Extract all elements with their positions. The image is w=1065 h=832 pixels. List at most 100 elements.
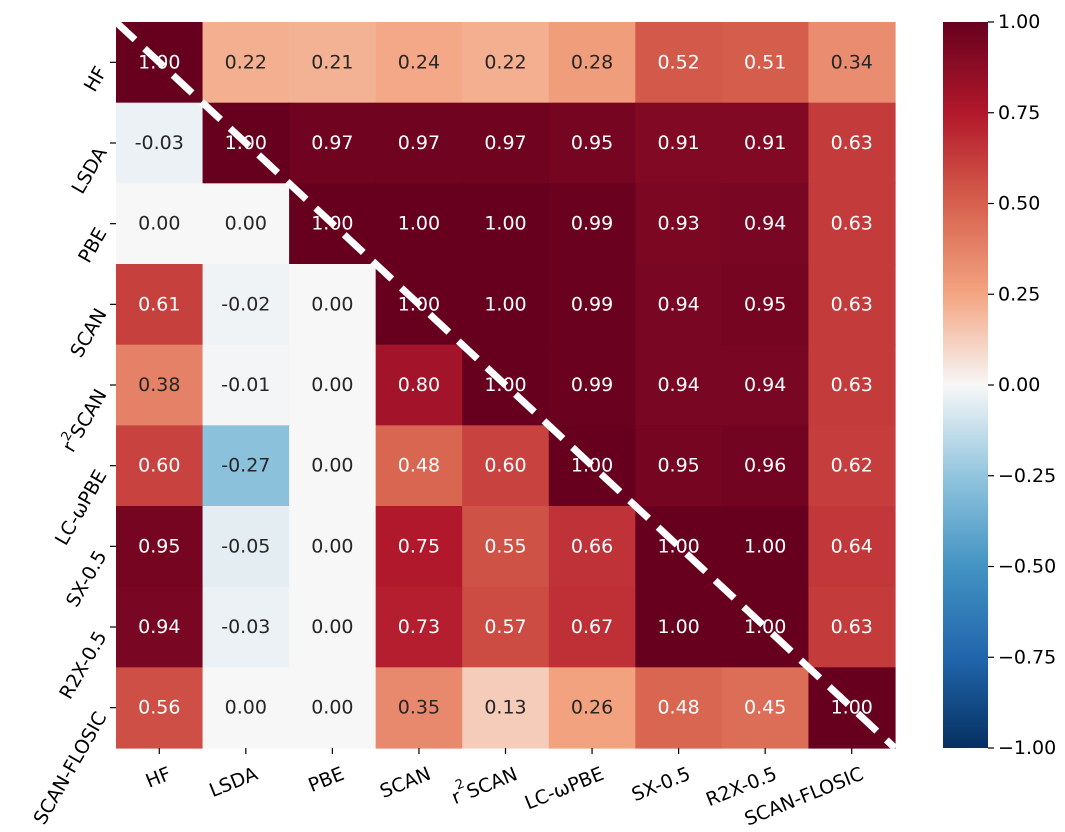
heatmap-cell <box>635 425 723 507</box>
cell-value-label: 0.99 <box>571 213 613 235</box>
heatmap-cell <box>635 22 723 104</box>
heatmap-cell <box>635 102 723 184</box>
cell-value-label: 0.97 <box>398 132 440 154</box>
cell-value-label: 0.67 <box>571 616 613 638</box>
y-tick-label: R2X-0.5 <box>55 628 111 703</box>
heatmap-cell <box>635 667 723 749</box>
cell-value-label: -0.01 <box>221 374 270 396</box>
cell-value-label: 1.00 <box>398 213 440 235</box>
heatmap-cell <box>202 667 290 749</box>
heatmap-cell <box>635 264 723 346</box>
heatmap-cell <box>116 344 204 426</box>
cell-value-label: 0.63 <box>831 293 873 315</box>
y-tick-label: SCAN <box>66 305 111 362</box>
heatmap-cell <box>116 264 204 346</box>
heatmap-cell <box>808 667 896 749</box>
heatmap-cell <box>116 506 204 588</box>
heatmap-cell <box>721 264 810 346</box>
cell-value-label: 0.60 <box>484 455 526 477</box>
x-tick-label: SX-0.5 <box>629 763 694 806</box>
cell-value-label: 0.34 <box>831 51 873 73</box>
x-tick-label: HF <box>143 763 175 793</box>
heatmap-cell <box>202 586 290 668</box>
heatmap-cell <box>116 425 204 507</box>
heatmap-cell <box>375 586 463 668</box>
heatmap-cells <box>116 22 896 749</box>
heatmap-cell <box>548 667 636 749</box>
colorbar-gradient <box>943 22 988 748</box>
heatmap-cell <box>462 425 550 507</box>
heatmap-cell <box>548 344 636 426</box>
heatmap-cell <box>375 102 463 184</box>
heatmap-cell <box>289 425 377 507</box>
y-tick-label: PBE <box>74 224 111 267</box>
cell-value-label: 1.00 <box>657 616 699 638</box>
cell-value-label: 0.00 <box>225 697 267 719</box>
cell-value-label: 0.95 <box>571 132 613 154</box>
cell-value-label: 0.61 <box>138 293 180 315</box>
heatmap-cell <box>289 586 377 668</box>
heatmap-cell <box>462 264 550 346</box>
heatmap-cell <box>808 102 896 184</box>
heatmap-cell <box>375 22 463 104</box>
heatmap-cell <box>721 102 810 184</box>
colorbar-tick-label: 0.25 <box>998 283 1040 305</box>
cell-value-label: 0.94 <box>744 213 786 235</box>
cell-value-label: 0.91 <box>657 132 699 154</box>
cell-value-label: 0.97 <box>311 132 353 154</box>
y-tick-label: LC-ωPBE <box>51 466 112 549</box>
cell-value-label: 0.24 <box>398 51 440 73</box>
heatmap-cell <box>635 183 723 265</box>
y-tick-label: SX-0.5 <box>62 547 112 611</box>
y-tick-label: r2SCAN <box>54 383 111 456</box>
heatmap-cell <box>462 586 550 668</box>
colorbar-tick-label: 0.75 <box>998 102 1040 124</box>
heatmap-cell <box>289 344 377 426</box>
heatmap-cell <box>202 264 290 346</box>
colorbar-tick-label: 0.00 <box>998 374 1040 396</box>
cell-value-label: 0.22 <box>484 51 526 73</box>
cell-value-label: 0.00 <box>311 293 353 315</box>
colorbar-tick-label: −1.00 <box>998 737 1056 759</box>
cell-value-label: 0.00 <box>225 213 267 235</box>
heatmap-cell <box>289 667 377 749</box>
cell-value-label: 0.13 <box>484 697 526 719</box>
heatmap-cell <box>721 344 810 426</box>
cell-value-label: 0.64 <box>831 535 873 557</box>
x-tick-label: PBE <box>305 763 347 797</box>
cell-value-label: 0.91 <box>744 132 786 154</box>
heatmap-cell <box>635 344 723 426</box>
diagonal-dashed-line <box>113 19 898 751</box>
cell-value-labels: 1.00 0.22 0.21 0.24 0.22 0.28 0.52 0.51 0.34 -0.0… <box>135 51 873 718</box>
heatmap-cell <box>808 344 896 426</box>
heatmap-cell <box>548 102 636 184</box>
heatmap-cell <box>202 344 290 426</box>
cell-value-label: -0.27 <box>221 455 270 477</box>
heatmap-cell <box>635 586 723 668</box>
cell-value-label: 0.35 <box>398 697 440 719</box>
heatmap-cell <box>808 22 896 104</box>
heatmap-cell <box>721 183 810 265</box>
colorbar: 1.00 0.75 0.50 0.25 0.00 −0.25 −0.50 −0.75 −1.00 <box>943 11 1056 759</box>
heatmap-cell <box>808 183 896 265</box>
cell-value-label: 0.62 <box>831 455 873 477</box>
cell-value-label: -0.03 <box>135 132 184 154</box>
heatmap-cell <box>721 506 810 588</box>
heatmap-cell <box>375 425 463 507</box>
cell-value-label: 1.00 <box>744 535 786 557</box>
cell-value-label: 0.63 <box>831 213 873 235</box>
cell-value-label: 0.21 <box>311 51 353 73</box>
cell-value-label: -0.05 <box>221 535 270 557</box>
y-tick-label: LSDA <box>67 144 111 198</box>
cell-value-label: 0.99 <box>571 293 613 315</box>
cell-value-label: 0.94 <box>657 293 699 315</box>
heatmap-cell <box>635 506 723 588</box>
heatmap-cell <box>548 506 636 588</box>
heatmap-cell <box>462 667 550 749</box>
cell-value-label: 0.63 <box>831 132 873 154</box>
x-axis: HF LSDA PBE SCAN r2SCAN LC-ωPBE SX-0.5 R2X-0.5S… <box>143 748 867 830</box>
cell-value-label: -0.03 <box>221 616 270 638</box>
cell-value-label: 1.00 <box>744 616 786 638</box>
cell-value-label: 0.26 <box>571 697 613 719</box>
